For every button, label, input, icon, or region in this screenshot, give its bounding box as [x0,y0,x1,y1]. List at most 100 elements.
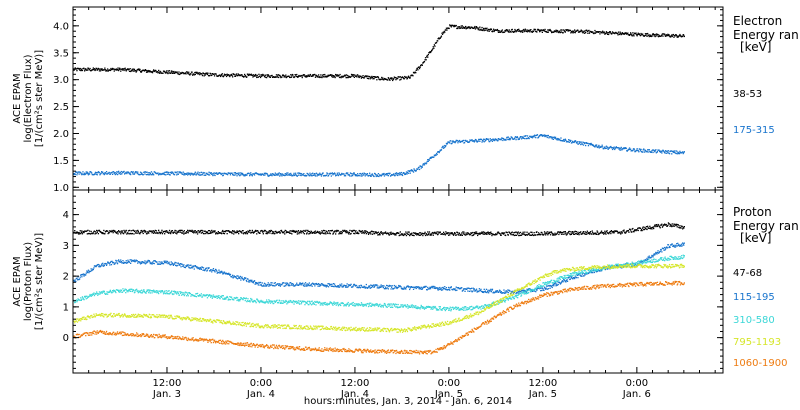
data-point [465,139,467,142]
data-point [433,232,435,235]
data-point [415,232,417,235]
data-point [407,233,410,236]
data-point [466,287,468,289]
data-point [369,286,371,288]
data-point [628,147,631,149]
data-point [438,37,440,39]
data-point [316,230,319,233]
data-point [391,233,393,235]
data-point [651,149,654,151]
data-point [86,297,88,299]
data-point [593,271,596,274]
data-point [291,283,293,285]
data-point [611,147,613,149]
data-point [101,292,103,294]
data-point [213,270,216,272]
data-point [136,288,138,290]
data-point [394,175,396,177]
data-point [453,26,455,28]
data-point [179,291,181,293]
data-point [142,230,144,232]
data-point [121,230,124,232]
data-point [310,284,312,286]
data-point [500,139,502,141]
data-point [83,174,85,176]
data-point [338,285,340,287]
data-point [264,285,266,287]
data-point [556,284,558,286]
data-point [444,144,446,147]
data-point [274,300,276,303]
data-point [466,233,468,235]
data-point [222,174,224,176]
data-point [128,172,130,174]
data-point [457,142,459,144]
data-point [484,231,486,234]
data-point [184,72,187,74]
data-point [153,291,155,293]
data-point [547,134,549,137]
data-point [508,29,511,31]
data-point [361,172,364,175]
data-point [146,233,148,235]
data-point [417,233,420,235]
data-point [99,174,101,176]
data-point [515,31,517,33]
data-point [258,282,261,284]
data-point [350,73,353,76]
data-point [642,260,644,263]
data-point [539,233,541,235]
data-point [651,228,653,230]
data-point [211,294,213,297]
data-point [230,231,233,233]
data-point [280,229,283,232]
data-point [332,233,334,235]
data-point [530,234,532,236]
data-point [161,233,164,235]
data-point [502,292,505,294]
data-point [682,243,684,245]
data-point [473,233,475,236]
data-point [483,231,485,233]
data-point [386,174,388,176]
data-point [452,234,455,236]
data-point [167,171,169,173]
data-point [309,303,312,305]
data-point [180,229,182,231]
data-point [562,231,564,234]
data-point [563,138,565,141]
data-point [384,232,386,234]
data-point [596,144,598,146]
data-point [349,229,351,232]
data-point [205,231,207,234]
data-point [519,137,521,139]
data-point [451,142,453,145]
data-point [182,231,184,233]
data-point [506,232,508,234]
data-point [177,73,179,75]
data-point [482,291,484,293]
data-point [187,293,189,296]
data-point [401,233,403,235]
data-point [102,232,104,234]
data-point [109,289,111,291]
data-point [229,274,231,276]
data-point [450,140,452,142]
data-point [326,231,328,233]
data-point [535,137,537,139]
data-point [586,273,588,275]
data-point [570,276,572,278]
data-point [229,75,231,78]
data-point [110,67,112,70]
data-point [435,154,437,156]
data-point [201,231,204,234]
data-point [647,149,649,151]
data-point [96,292,98,295]
data-point [263,74,265,76]
data-point [242,279,245,281]
data-point [640,261,643,263]
data-point [568,141,570,143]
data-point [682,152,684,155]
data-point [544,232,546,234]
data-point [421,288,423,290]
